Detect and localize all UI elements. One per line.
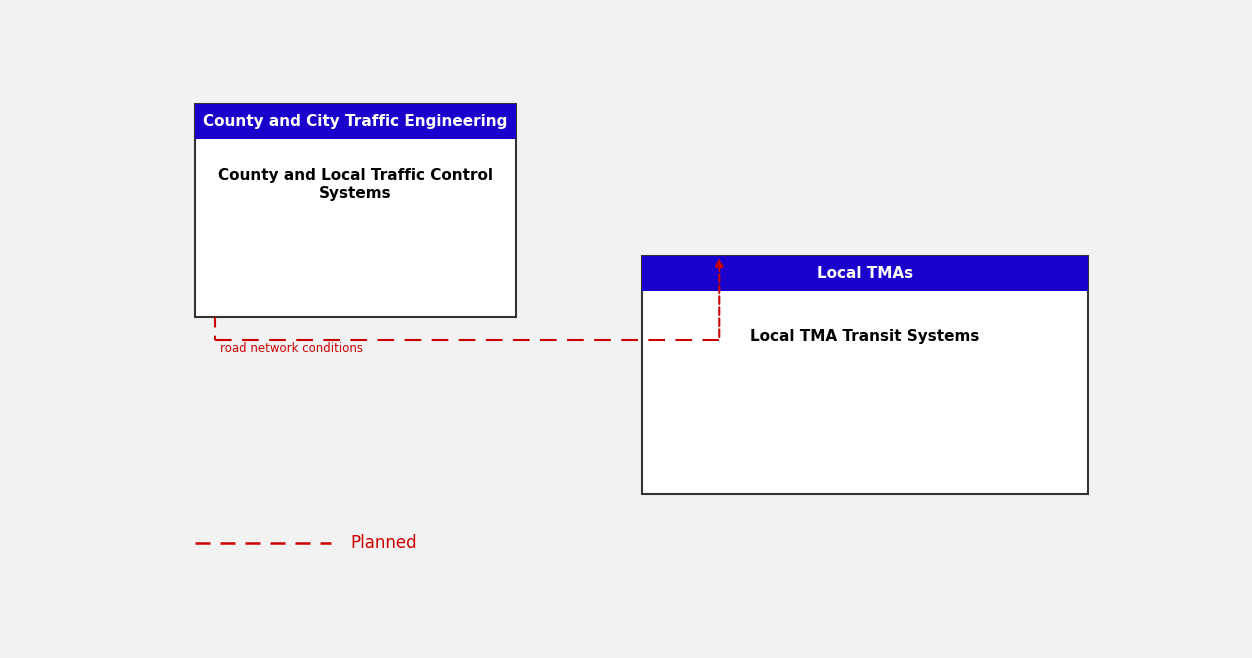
Text: Local TMA Transit Systems: Local TMA Transit Systems — [750, 329, 979, 344]
Bar — [195, 105, 516, 139]
Text: County and Local Traffic Control
Systems: County and Local Traffic Control Systems — [218, 168, 493, 201]
Text: Planned: Planned — [351, 534, 417, 551]
Text: Local TMAs: Local TMAs — [816, 266, 913, 281]
Bar — [641, 257, 1088, 494]
Bar — [641, 257, 1088, 291]
Text: County and City Traffic Engineering: County and City Traffic Engineering — [203, 114, 507, 129]
Text: road network conditions: road network conditions — [219, 342, 363, 355]
Bar — [195, 104, 516, 317]
